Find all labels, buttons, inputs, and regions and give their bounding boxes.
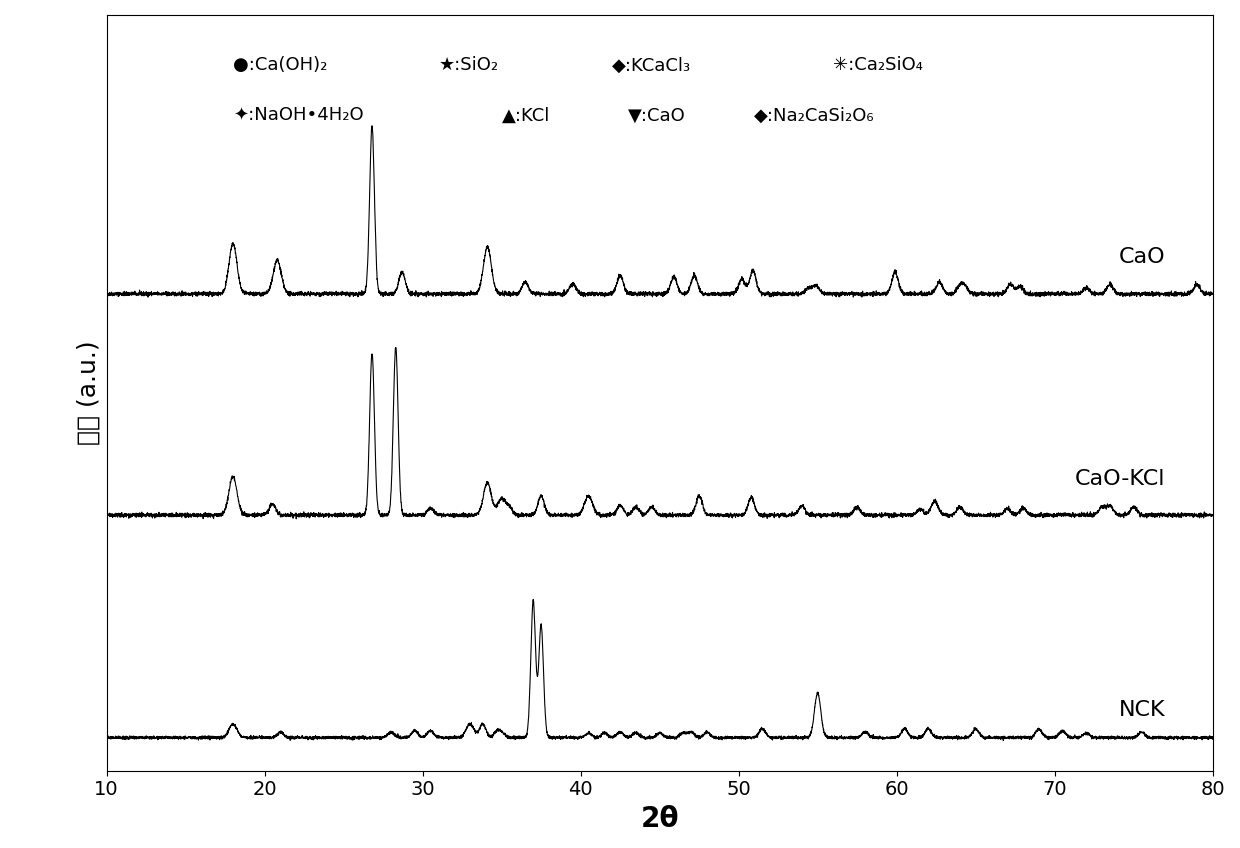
X-axis label: 2θ: 2θ [640,805,678,833]
Text: ★:SiO₂: ★:SiO₂ [439,56,498,75]
Text: ✦:NaOH•4H₂O: ✦:NaOH•4H₂O [233,107,363,125]
Text: ▲:KCl: ▲:KCl [502,107,551,125]
Text: CaO: CaO [1118,247,1166,267]
Y-axis label: 强度 (a.u.): 强度 (a.u.) [77,341,100,445]
Text: ◆:Na₂CaSi₂O₆: ◆:Na₂CaSi₂O₆ [754,107,875,125]
Text: NCK: NCK [1118,700,1166,720]
Text: ✳:Ca₂SiO₄: ✳:Ca₂SiO₄ [833,56,924,75]
Text: CaO-KCl: CaO-KCl [1075,469,1166,488]
Text: ▼:CaO: ▼:CaO [627,107,686,125]
Text: ●:Ca(OH)₂: ●:Ca(OH)₂ [233,56,327,75]
Text: ◆:KCaCl₃: ◆:KCaCl₃ [613,56,692,75]
